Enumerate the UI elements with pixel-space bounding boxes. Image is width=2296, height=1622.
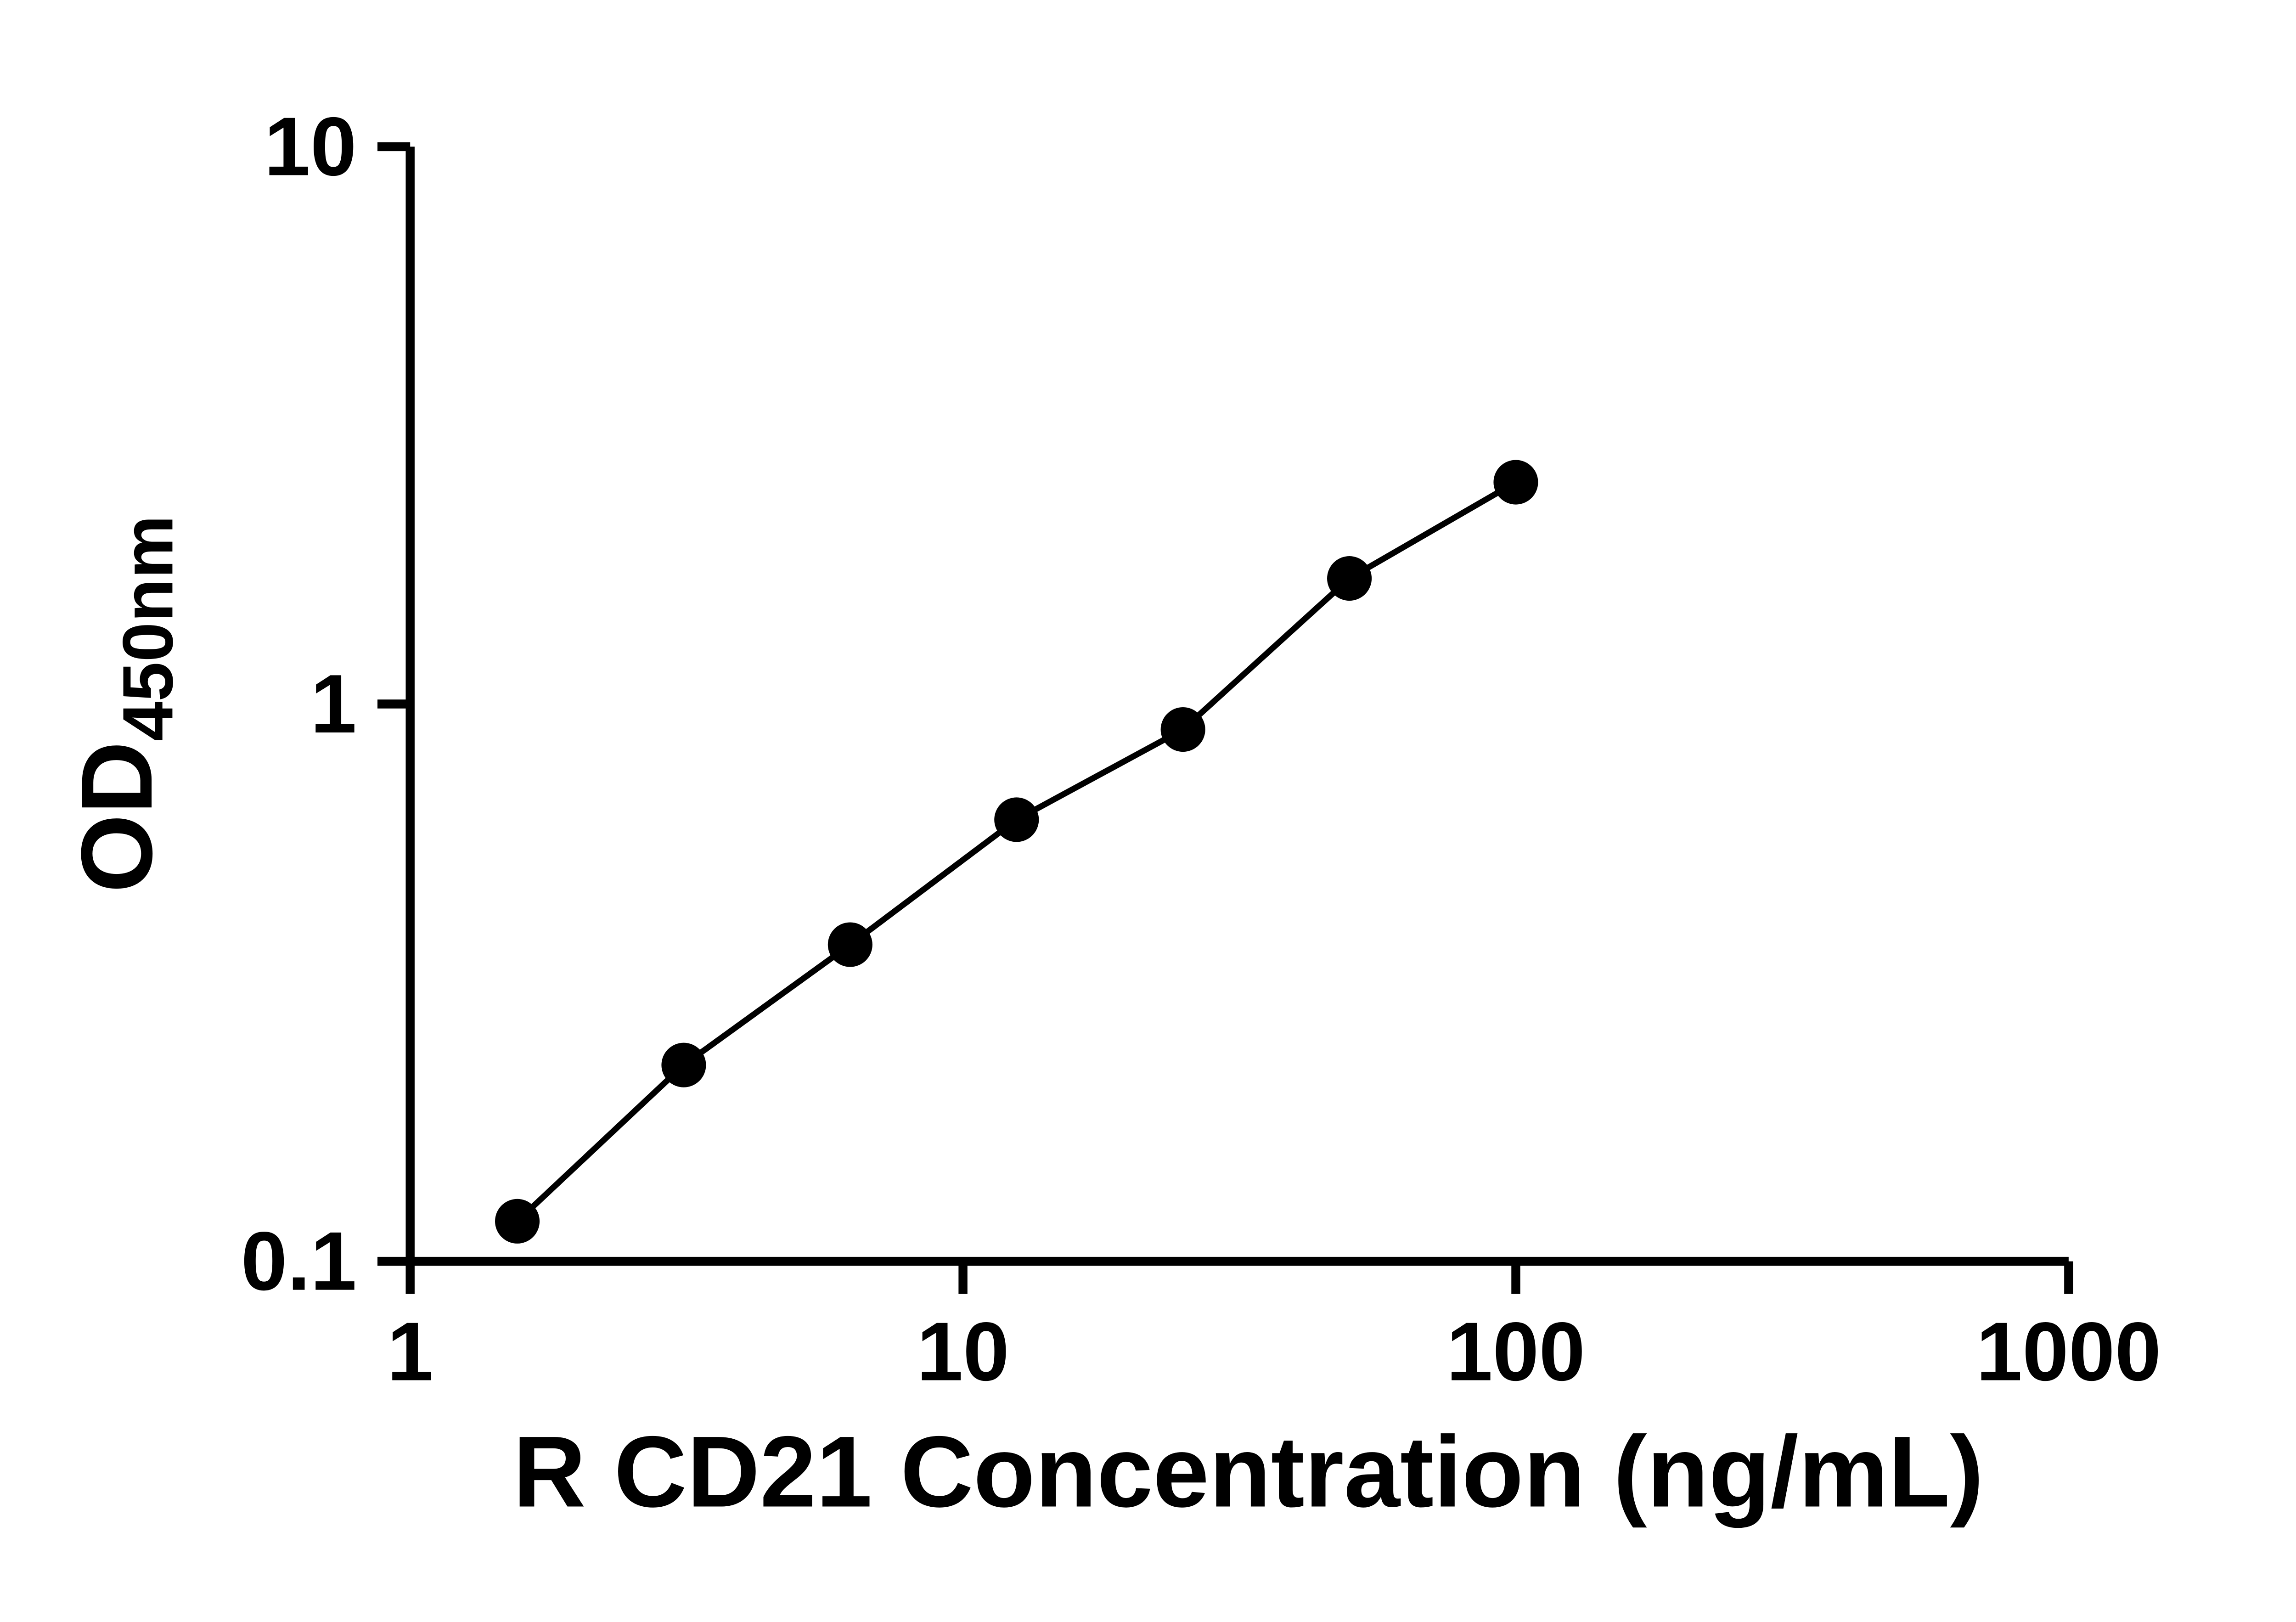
x-axis-tick-label: 1 bbox=[387, 1305, 433, 1398]
data-point bbox=[827, 922, 872, 967]
y-axis-title-subscript: 450nm bbox=[107, 515, 187, 741]
plot-layer: 1 10 100 1000 0.1 1 10 bbox=[241, 100, 2161, 1398]
y-axis-tick-label: 0.1 bbox=[241, 1215, 357, 1308]
axis-frame bbox=[405, 146, 2069, 1266]
y-axis-tick-label: 1 bbox=[310, 658, 357, 750]
data-point bbox=[994, 797, 1039, 842]
data-point bbox=[661, 1042, 706, 1087]
x-axis-title: R CD21 Concentration (ng/mL) bbox=[513, 1415, 1984, 1528]
x-axis-tick-label: 1000 bbox=[1976, 1305, 2161, 1398]
data-point bbox=[1160, 707, 1205, 752]
y-axis-title: OD450nm bbox=[60, 515, 187, 893]
x-axis-tick-label: 100 bbox=[1446, 1305, 1585, 1398]
data-point bbox=[495, 1199, 540, 1244]
x-axis-tick-label: 10 bbox=[917, 1305, 1009, 1398]
y-axis-title-main: OD bbox=[60, 741, 173, 893]
data-point bbox=[1327, 556, 1372, 601]
y-axis-tick-label: 10 bbox=[264, 100, 357, 193]
data-point bbox=[1493, 460, 1538, 505]
